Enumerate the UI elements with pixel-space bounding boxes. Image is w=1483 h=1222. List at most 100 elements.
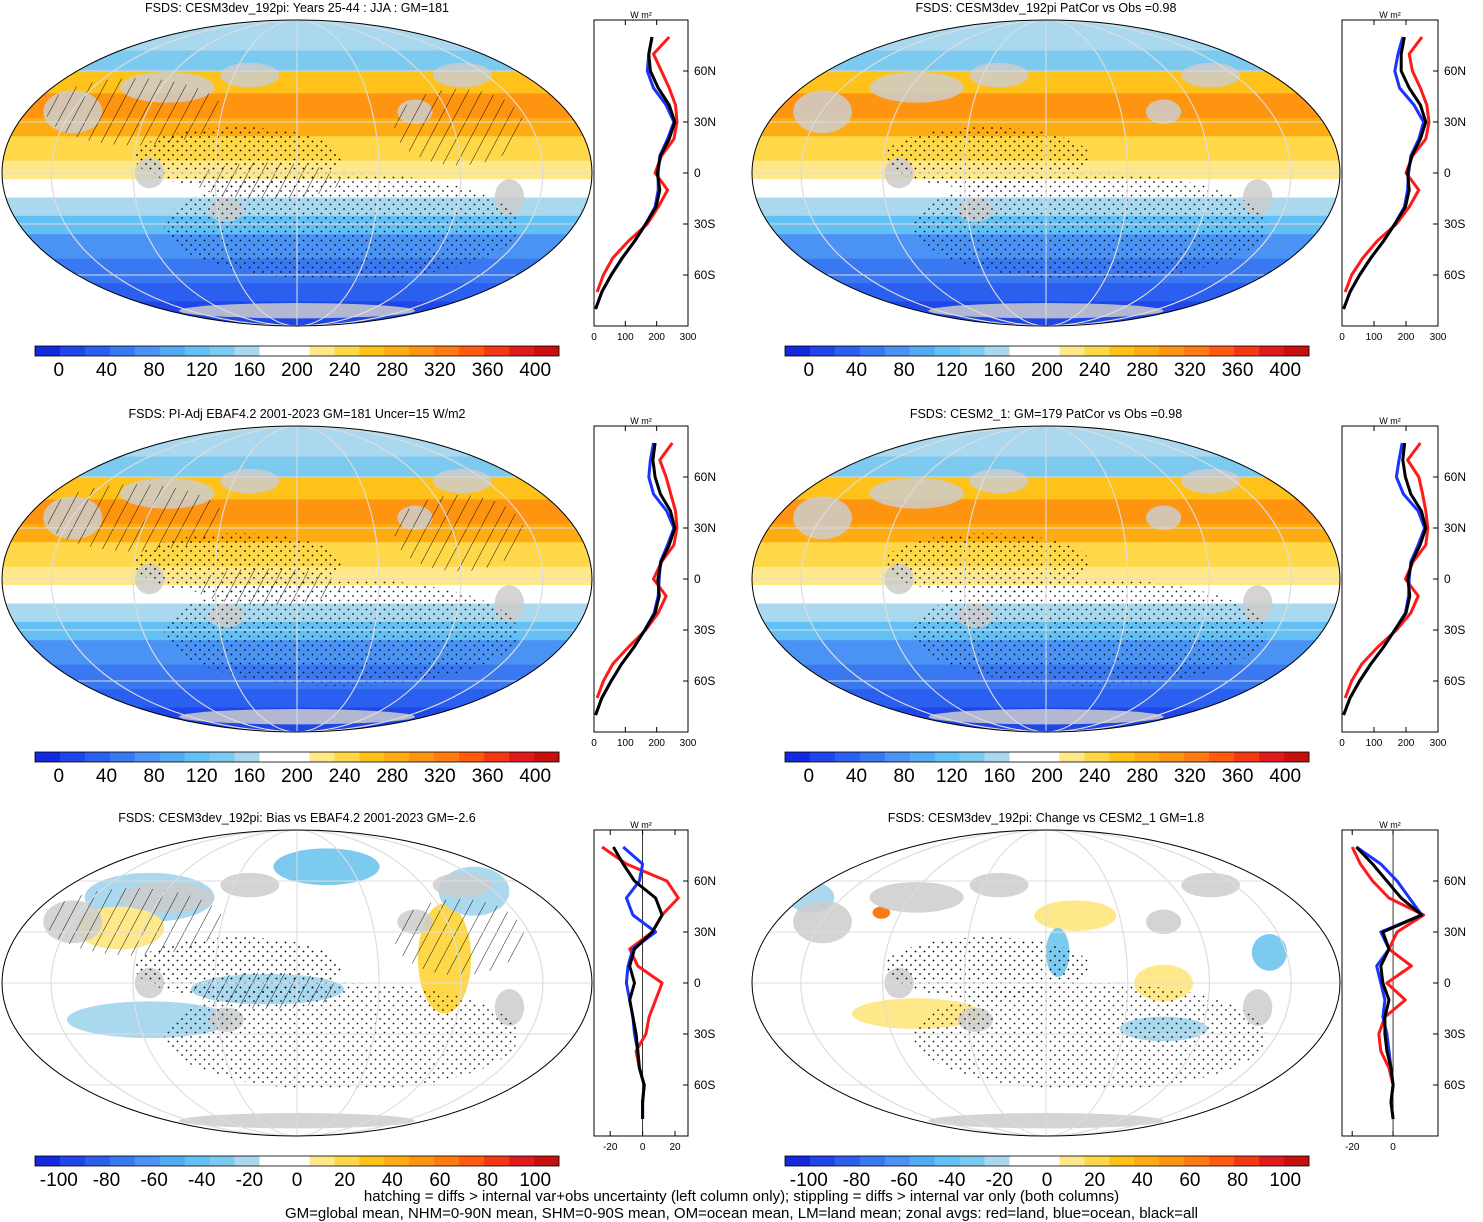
colorbar-swatch: [285, 346, 310, 356]
x-tick-label: 100: [1366, 332, 1383, 343]
x-tick-label: 0: [1339, 332, 1345, 343]
colorbar-tick-label: 280: [1126, 360, 1158, 381]
colorbar-swatch: [1134, 346, 1159, 356]
colorbar-swatch: [160, 346, 185, 356]
colorbar-swatch: [1209, 752, 1234, 762]
colorbar-swatch: [785, 752, 810, 762]
panel-3: FSDS: PI-Adj EBAF4.2 2001-2023 GM=181 Un…: [2, 407, 716, 787]
lat-tick-label: 30N: [694, 115, 716, 129]
lat-tick-label: 0: [1444, 572, 1451, 586]
colorbar-tick-label: 280: [1126, 766, 1158, 787]
x-tick-label: 0: [1339, 738, 1345, 749]
panel-title: FSDS: CESM3dev_192pi PatCor vs Obs =0.98: [916, 1, 1177, 15]
colorbar-swatch: [1259, 1156, 1284, 1166]
colorbar-tick-label: 240: [329, 360, 361, 381]
colorbar-swatch: [509, 346, 534, 356]
colorbar-swatch: [135, 752, 160, 762]
colorbar-tick-label: 320: [1174, 360, 1206, 381]
map-field: [2, 426, 592, 733]
map-field: [2, 830, 592, 1136]
x-tick-label: 300: [680, 738, 697, 749]
x-tick-label: 300: [1430, 738, 1447, 749]
zonal-units: W m²: [1379, 10, 1401, 20]
colorbar-swatch: [1059, 1156, 1084, 1166]
colorbar-swatch: [785, 346, 810, 356]
colorbar-swatch: [459, 752, 484, 762]
colorbar-tick-label: 160: [234, 360, 266, 381]
colorbar-swatch: [534, 346, 559, 356]
colorbar-swatch: [960, 346, 985, 356]
colorbar-tick-label: 400: [1269, 360, 1301, 381]
colorbar-swatch: [1010, 346, 1035, 356]
lat-tick-label: 0: [1444, 166, 1451, 180]
x-tick-label: 0: [591, 738, 597, 749]
x-tick-label: 200: [1398, 332, 1415, 343]
colorbar-swatch: [434, 346, 459, 356]
zonal-units: W m²: [1379, 820, 1401, 830]
colorbar-swatch: [235, 346, 260, 356]
colorbar-swatch: [359, 346, 384, 356]
colorbar-swatch: [384, 346, 409, 356]
colorbar-swatch: [1234, 752, 1259, 762]
lat-tick-label: 30N: [1444, 925, 1466, 939]
colorbar-swatch: [35, 1156, 60, 1166]
colorbar-swatch: [1109, 752, 1134, 762]
x-tick-label: 100: [617, 738, 634, 749]
colorbar-tick-label: 80: [894, 766, 915, 787]
colorbar-swatch: [135, 346, 160, 356]
colorbar-swatch: [160, 752, 185, 762]
colorbar-tick-label: 160: [984, 766, 1016, 787]
colorbar-swatch: [1259, 752, 1284, 762]
lat-tick-label: 0: [694, 976, 701, 990]
colorbar-swatch: [1109, 346, 1134, 356]
x-tick-label: 300: [680, 332, 697, 343]
x-tick-label: 200: [1398, 738, 1415, 749]
colorbar-tick-label: 320: [424, 360, 456, 381]
map-field: [752, 426, 1340, 733]
colorbar-swatch: [334, 346, 359, 356]
colorbar-swatch: [384, 1156, 409, 1166]
colorbar-swatch: [1035, 1156, 1060, 1166]
colorbar-swatch: [60, 1156, 85, 1166]
colorbar-tick-label: 200: [1031, 766, 1063, 787]
lat-tick-label: 60S: [1444, 1078, 1465, 1092]
colorbar-tick-label: 120: [186, 360, 218, 381]
colorbar-swatch: [1234, 1156, 1259, 1166]
lat-tick-label: 30S: [1444, 623, 1465, 637]
colorbar-swatch: [110, 346, 135, 356]
lat-tick-label: 60N: [1444, 874, 1466, 888]
colorbar-swatch: [1035, 752, 1060, 762]
colorbar-swatch: [185, 1156, 210, 1166]
colorbar-swatch: [484, 752, 509, 762]
colorbar-swatch: [885, 752, 910, 762]
zonal-units: W m²: [630, 820, 652, 830]
colorbar-swatch: [1259, 346, 1284, 356]
colorbar-swatch: [1010, 752, 1035, 762]
colorbar-swatch: [185, 346, 210, 356]
colorbar-swatch: [1084, 752, 1109, 762]
colorbar-swatch: [1284, 1156, 1309, 1166]
colorbar-swatch: [484, 346, 509, 356]
colorbar-swatch: [260, 752, 285, 762]
colorbar-swatch: [359, 1156, 384, 1166]
colorbar-swatch: [1184, 346, 1209, 356]
colorbar-swatch: [359, 752, 384, 762]
colorbar-tick-label: 0: [804, 766, 815, 787]
colorbar-swatch: [910, 1156, 935, 1166]
x-tick-label: 100: [617, 332, 634, 343]
zonal-units: W m²: [1379, 416, 1401, 426]
colorbar-swatch: [1134, 752, 1159, 762]
colorbar-swatch: [85, 1156, 110, 1166]
colorbar-swatch: [260, 1156, 285, 1166]
colorbar-swatch: [1284, 752, 1309, 762]
colorbar-swatch: [110, 1156, 135, 1166]
lat-tick-label: 60N: [1444, 64, 1466, 78]
colorbar-swatch: [860, 752, 885, 762]
colorbar-tick-label: 320: [424, 766, 456, 787]
x-tick-label: -20: [603, 1142, 618, 1153]
colorbar-swatch: [1084, 1156, 1109, 1166]
